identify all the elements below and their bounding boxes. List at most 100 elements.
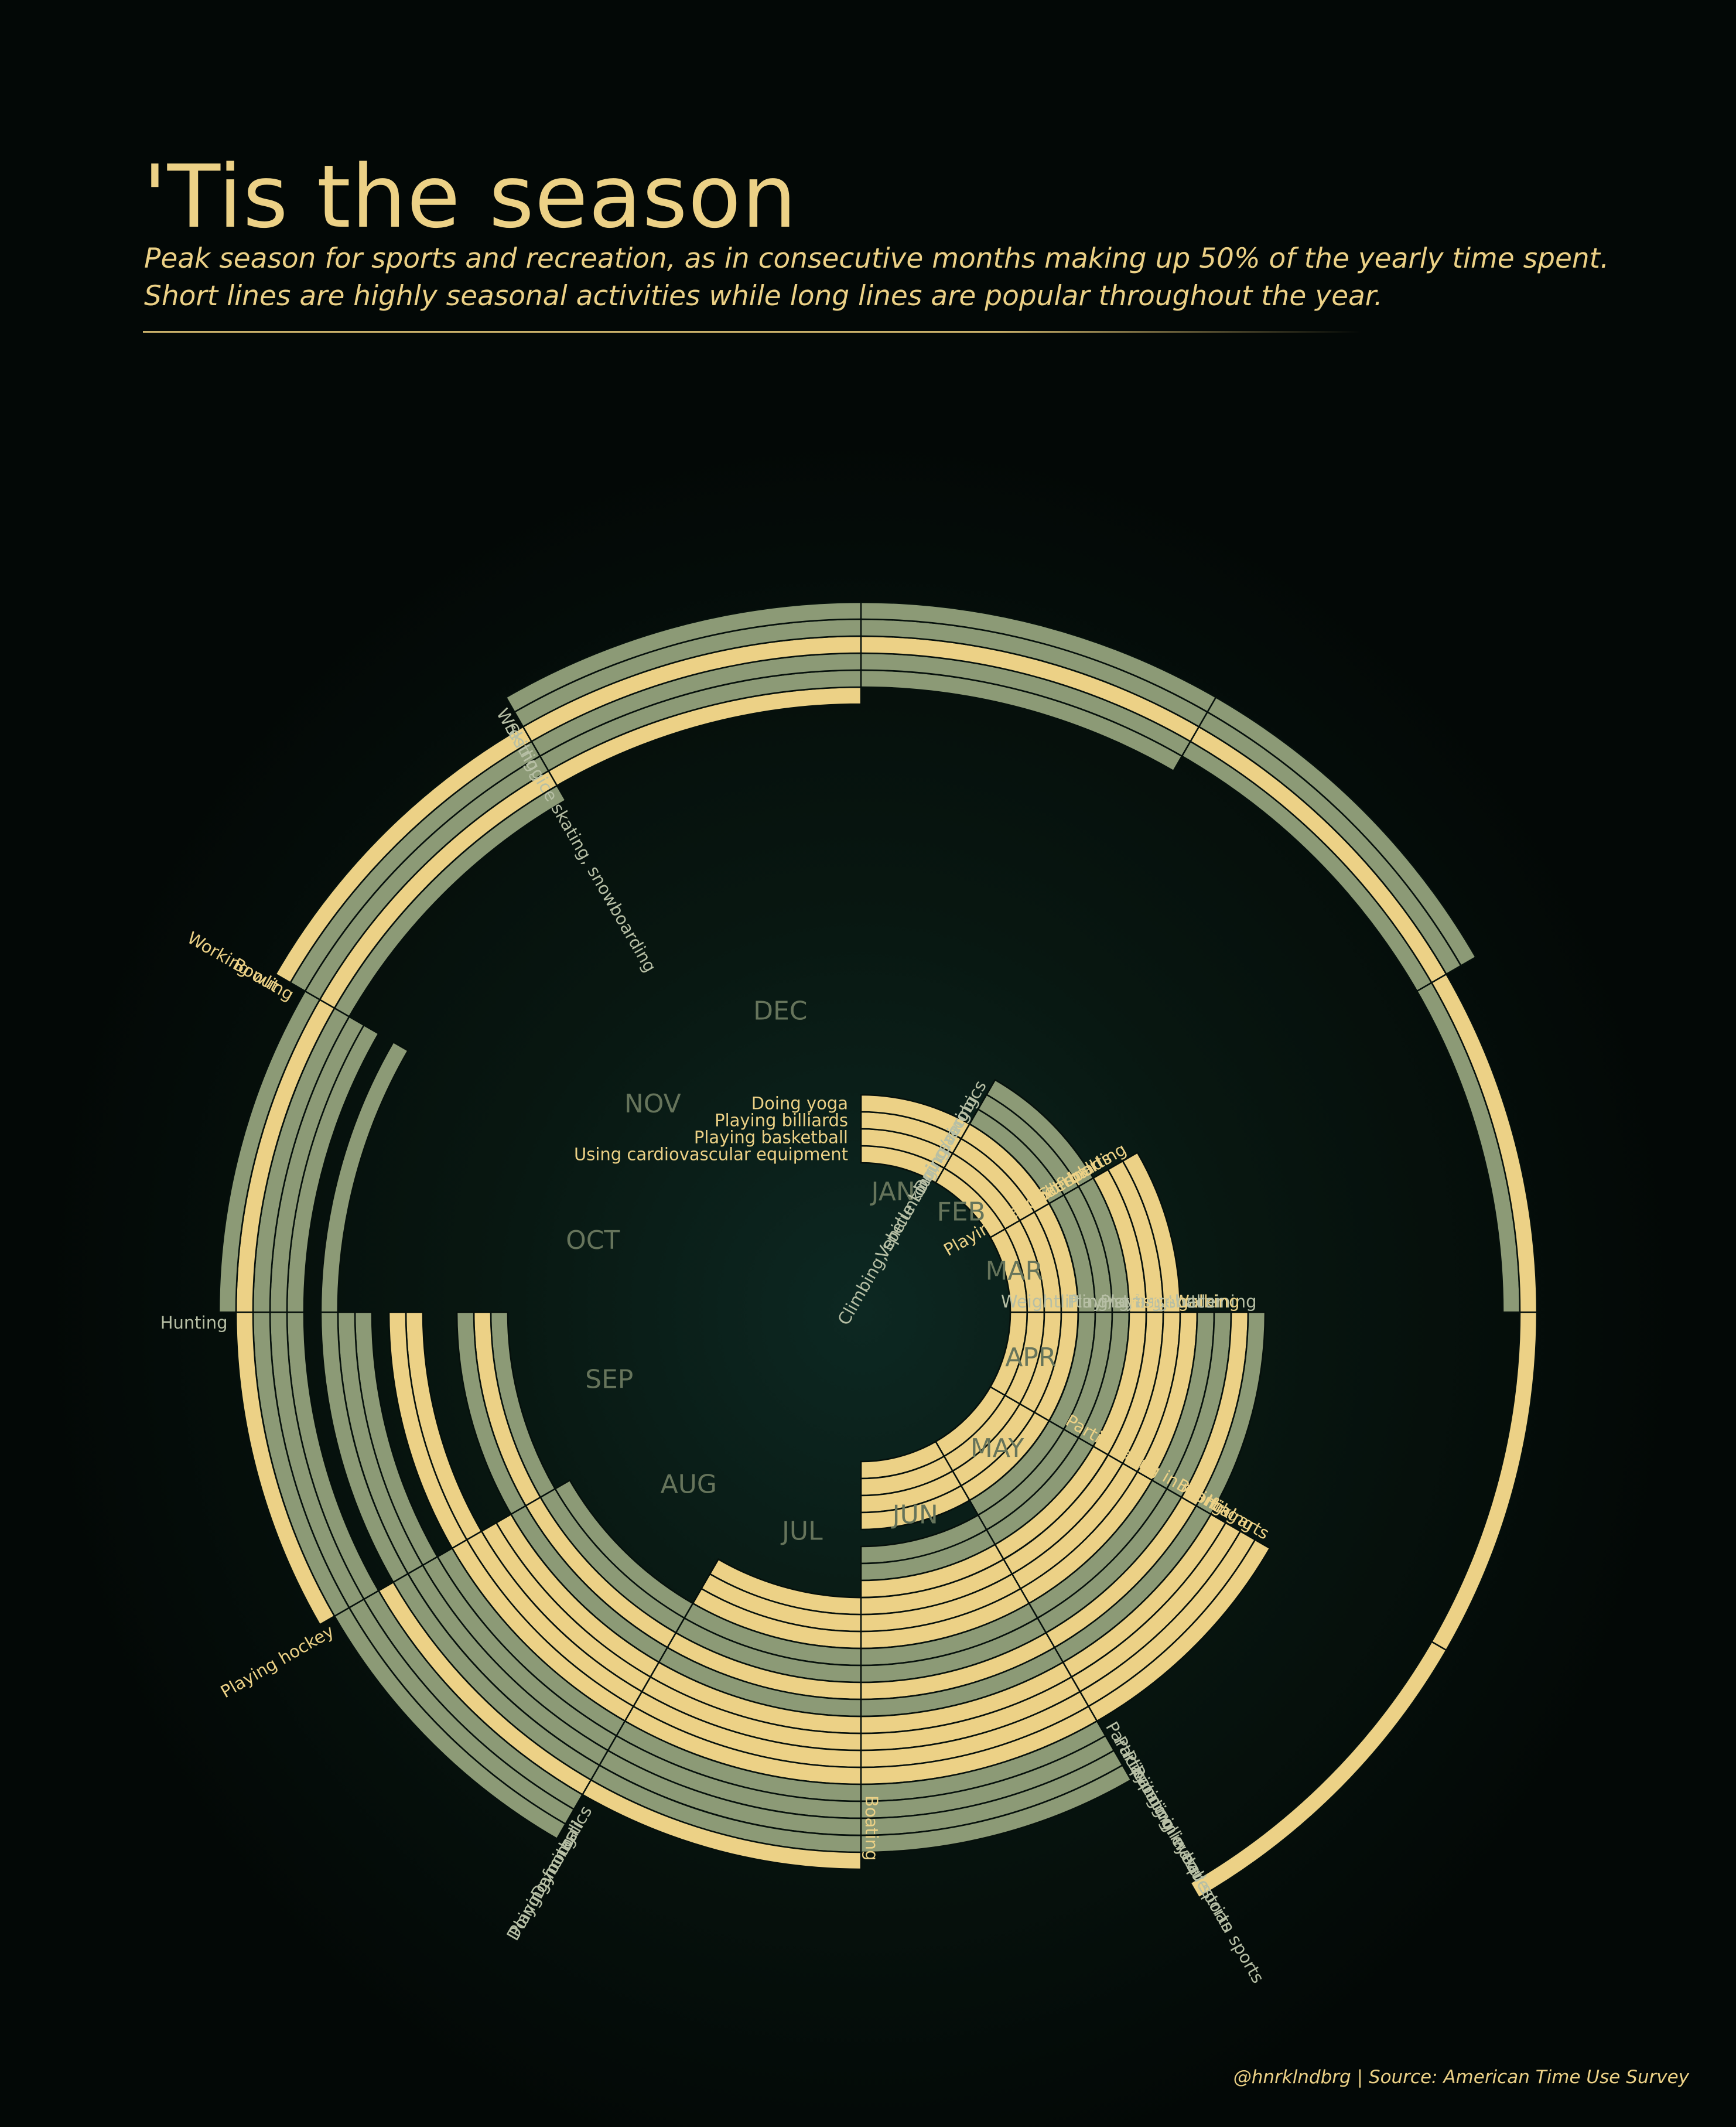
month-divider-tick (363, 1590, 380, 1600)
month-divider-tick (334, 1607, 350, 1617)
label-running: Running (1127, 1762, 1180, 1832)
month-label-jul: JUL (780, 1516, 823, 1546)
month-divider-tick (960, 1485, 970, 1501)
month-divider-tick (590, 1764, 600, 1781)
month-divider-tick (510, 1505, 527, 1515)
month-divider-tick (1045, 1632, 1055, 1648)
month-divider-tick (1416, 982, 1432, 992)
month-label-may: MAY (970, 1433, 1024, 1463)
label-playing-basketball: Playing basketball (694, 1128, 848, 1148)
month-divider-tick (607, 1735, 617, 1751)
month-divider-tick (943, 1153, 954, 1169)
source-footer: @hnrklndbrg | Source: American Time Use … (1233, 2067, 1689, 2088)
label-boating: Boating (862, 1795, 881, 1861)
month-divider-tick (1190, 726, 1200, 742)
month-divider-tick (990, 1386, 1006, 1397)
subtitle-line-1: Peak season for sports and recreation, a… (144, 243, 1609, 275)
month-divider-tick (305, 990, 320, 1001)
month-divider-tick (348, 1598, 364, 1609)
month-divider-tick (522, 726, 532, 742)
activity-arcs (218, 601, 1538, 1899)
label-doing-yoga: Doing yoga (751, 1094, 848, 1114)
month-divider-tick (1079, 1691, 1089, 1707)
month-divider-tick (684, 1603, 694, 1619)
month-divider-tick (1151, 1479, 1167, 1490)
month-label-aug: AUG (661, 1470, 717, 1500)
month-divider-tick (1048, 1420, 1065, 1430)
label-dancing: Dancing (527, 1832, 579, 1902)
month-divider-tick (392, 1573, 409, 1583)
month-divider-tick (1034, 1411, 1050, 1422)
month-divider-tick (466, 1530, 482, 1541)
month-divider-tick (319, 999, 335, 1009)
label-playing-hockey: Playing hockey (217, 1621, 337, 1702)
month-label-oct: OCT (566, 1225, 620, 1255)
month-divider-tick (641, 1677, 651, 1692)
month-divider-tick (675, 1617, 685, 1633)
month-divider-tick (582, 1779, 592, 1795)
month-divider-tick (599, 1750, 609, 1766)
month-divider-tick (935, 1167, 945, 1183)
month-divider-tick (1431, 1641, 1447, 1651)
month-divider-tick (1071, 1677, 1081, 1692)
month-divider-tick (1198, 711, 1208, 728)
month-label-dec: DEC (753, 996, 807, 1026)
month-divider-tick (658, 1647, 668, 1663)
month-divider-tick (1207, 697, 1217, 713)
label-hunting: Hunting (160, 1313, 228, 1333)
month-divider-tick (1011, 1573, 1021, 1589)
month-divider-tick (1034, 1203, 1050, 1213)
label-playing-billiards: Playing billiards (715, 1111, 848, 1131)
month-divider-tick (539, 756, 549, 771)
label-playing-soccer: Playing soccer (1100, 1292, 1222, 1312)
month-divider-tick (1166, 1488, 1182, 1498)
month-divider-tick (1092, 1445, 1109, 1456)
month-divider-tick (986, 1529, 996, 1545)
label-weightlifting-strength-training: Weightlifting/strength training (1001, 1292, 1257, 1312)
label-playing-baseball: Playing baseball (1068, 1292, 1206, 1312)
month-divider-tick (1088, 1706, 1098, 1722)
label-fishing: Fishing (1130, 1292, 1189, 1312)
month-divider-tick (990, 1228, 1006, 1238)
month-label-jan: JAN (869, 1177, 915, 1207)
arc-boating (377, 1581, 862, 1870)
title-rule (143, 331, 1361, 333)
month-divider-tick (1078, 1177, 1094, 1187)
subtitle-line-2: Short lines are highly seasonal activiti… (144, 280, 1383, 312)
month-divider-tick (650, 1661, 660, 1678)
month-divider-tick (1004, 1394, 1020, 1405)
month-divider-tick (1028, 1603, 1038, 1619)
month-divider-tick (624, 1706, 634, 1722)
month-divider-tick (943, 1456, 954, 1472)
month-divider-tick (1181, 1496, 1197, 1507)
month-divider-tick (422, 1556, 438, 1566)
month-divider-tick (531, 741, 541, 757)
month-divider-tick (1048, 1194, 1065, 1204)
month-divider-tick (1037, 1617, 1047, 1633)
month-divider-tick (1003, 1559, 1013, 1575)
month-divider-tick (540, 1488, 556, 1498)
month-divider-tick (525, 1496, 541, 1507)
month-divider-tick (667, 1632, 677, 1648)
month-label-mar: MAR (985, 1256, 1043, 1286)
month-divider-tick (334, 1007, 350, 1018)
arc-wrestling (505, 601, 1477, 967)
month-divider-tick (952, 1470, 962, 1486)
month-divider-tick (452, 1539, 467, 1549)
month-divider-tick (633, 1691, 643, 1707)
label-walking: Walking (1173, 1292, 1239, 1312)
month-divider-tick (616, 1720, 626, 1736)
month-divider-tick (935, 1441, 945, 1457)
month-divider-tick (1078, 1437, 1094, 1447)
month-divider-tick (1108, 1454, 1123, 1464)
month-divider-tick (1195, 1505, 1212, 1515)
month-divider-tick (1054, 1647, 1064, 1663)
month-divider-tick (1181, 741, 1191, 757)
month-divider-tick (1062, 1661, 1072, 1678)
month-divider-tick (1431, 973, 1447, 984)
month-label-sep: SEP (585, 1365, 633, 1395)
label-using-cardiovascular-equipment: Using cardiovascular equipment (574, 1145, 848, 1165)
month-divider-tick (1122, 1462, 1138, 1473)
month-divider-tick (1004, 1220, 1020, 1230)
